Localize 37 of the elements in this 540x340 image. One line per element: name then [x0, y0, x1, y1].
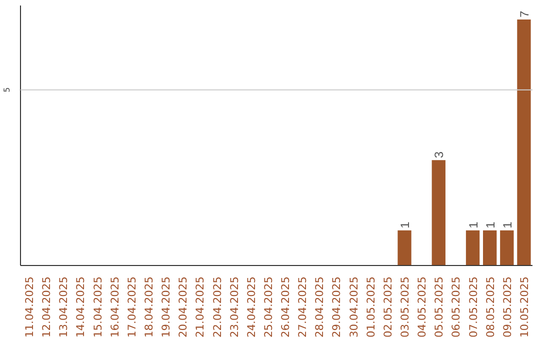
x-tick-label: 17.04.2025 — [125, 276, 138, 338]
x-tick-label: 04.05.2025 — [416, 276, 429, 338]
x-tick-label: 20.04.2025 — [176, 276, 190, 338]
x-tick-label: 01.05.2025 — [364, 276, 378, 338]
x-tick-label: 09.05.2025 — [500, 276, 514, 338]
data-label: 7 — [517, 10, 532, 18]
x-tick-label: 05.05.2025 — [432, 276, 446, 338]
x-tick-label: 27.04.2025 — [296, 276, 310, 338]
x-tick-label: 06.05.2025 — [450, 276, 463, 338]
data-label: 1 — [398, 221, 412, 228]
x-tick-label: 18.04.2025 — [142, 276, 156, 338]
x-tick-label: 21.04.2025 — [194, 276, 207, 338]
x-tick-label: 25.04.2025 — [262, 276, 275, 338]
data-label: 1 — [483, 221, 498, 228]
x-tick-label: 19.04.2025 — [160, 276, 173, 338]
x-tick-label: 22.04.2025 — [210, 276, 224, 338]
x-tick-label: 16.04.2025 — [108, 276, 122, 338]
x-tick-label: 10.05.2025 — [518, 276, 531, 338]
x-tick-label: 30.04.2025 — [347, 276, 360, 338]
data-label: 1 — [466, 221, 480, 228]
x-tick-label: 29.04.2025 — [330, 276, 344, 338]
x-tick-label: 14.04.2025 — [74, 276, 88, 338]
x-tick-label: 28.04.2025 — [313, 276, 326, 338]
x-tick-label: 24.04.2025 — [244, 276, 258, 338]
ref-line-label: 5 — [2, 87, 12, 92]
x-tick-label: 08.05.2025 — [484, 276, 497, 338]
x-tick-label: 03.05.2025 — [398, 276, 412, 338]
x-tick-label: 07.05.2025 — [466, 276, 480, 338]
data-label: 1 — [500, 221, 514, 228]
x-tick-label: 15.04.2025 — [91, 276, 104, 338]
x-tick-label: 11.04.2025 — [23, 276, 36, 338]
data-label: 3 — [432, 151, 446, 158]
x-tick-label: 12.04.2025 — [40, 276, 54, 338]
x-tick-label: 23.04.2025 — [228, 276, 241, 338]
x-tick-label: 13.04.2025 — [57, 276, 70, 338]
x-tick-label: 02.05.2025 — [381, 276, 394, 338]
x-tick-label: 26.04.2025 — [279, 276, 292, 338]
